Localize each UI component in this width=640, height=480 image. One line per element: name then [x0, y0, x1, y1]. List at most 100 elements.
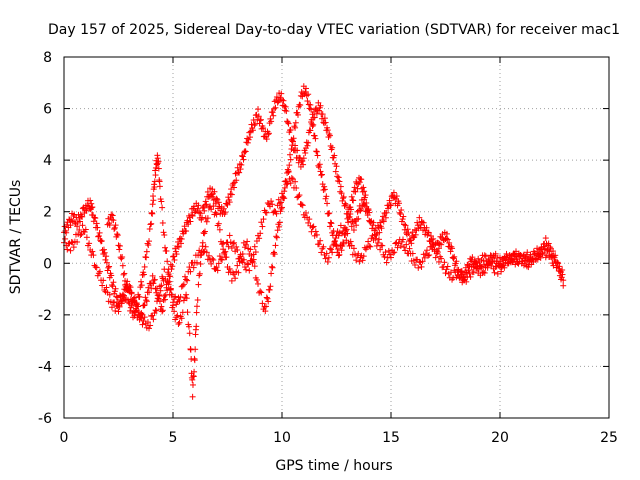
x-tick-label: 15: [382, 430, 400, 446]
data-point-marker: [340, 193, 347, 200]
data-point-marker: [174, 243, 181, 250]
data-point-marker: [276, 200, 283, 207]
data-point-marker: [244, 260, 251, 267]
data-point-marker: [82, 226, 89, 233]
data-point-marker: [94, 224, 101, 231]
data-point-marker: [432, 254, 439, 261]
data-point-marker: [395, 200, 402, 207]
data-point-marker: [356, 179, 363, 186]
data-point-marker: [257, 230, 264, 237]
data-point-marker: [79, 222, 86, 229]
data-point-marker: [158, 303, 165, 310]
data-point-marker: [399, 236, 406, 243]
data-point-marker: [251, 122, 258, 129]
data-point-marker: [273, 233, 280, 240]
data-point-marker: [269, 201, 276, 208]
data-point-marker: [336, 251, 343, 258]
data-point-marker: [100, 277, 107, 284]
data-point-marker: [290, 135, 297, 142]
data-point-marker: [278, 90, 285, 97]
data-point-marker: [321, 183, 328, 190]
data-point-marker: [317, 168, 324, 175]
data-point-marker: [321, 120, 328, 127]
data-point-marker: [324, 258, 331, 265]
data-point-marker: [88, 204, 95, 211]
data-point-marker: [220, 240, 227, 247]
data-point-marker: [383, 209, 390, 216]
data-point-marker: [359, 257, 366, 264]
data-point-marker: [177, 235, 184, 242]
data-point-marker: [416, 258, 423, 265]
data-point-marker: [215, 199, 222, 206]
data-point-marker: [304, 98, 311, 105]
data-point-marker: [481, 269, 488, 276]
data-point-marker: [364, 212, 371, 219]
data-point-marker: [292, 142, 299, 149]
data-point-marker: [173, 251, 180, 258]
data-point-marker: [313, 148, 320, 155]
data-point-marker: [385, 247, 392, 254]
data-point-marker: [274, 227, 281, 234]
data-point-marker: [492, 250, 499, 257]
data-point-marker: [150, 197, 157, 204]
data-point-marker: [119, 253, 126, 260]
data-point-marker: [183, 276, 190, 283]
data-point-marker: [555, 265, 562, 272]
data-point-marker: [267, 283, 274, 290]
data-point-marker: [444, 263, 451, 270]
data-point-marker: [228, 186, 235, 193]
data-point-marker: [340, 195, 347, 202]
data-point-marker: [102, 256, 109, 263]
data-point-marker: [248, 121, 255, 128]
data-point-marker: [287, 126, 294, 133]
data-point-marker: [230, 180, 237, 187]
data-point-marker: [155, 165, 162, 172]
data-point-marker: [388, 202, 394, 209]
data-point-marker: [282, 177, 289, 184]
data-point-marker: [559, 266, 566, 273]
data-point-marker: [184, 309, 191, 316]
data-point-marker: [156, 283, 163, 290]
data-point-marker: [178, 235, 185, 242]
data-point-marker: [203, 218, 210, 225]
data-point-marker: [319, 111, 326, 118]
data-point-marker: [192, 346, 199, 353]
data-point-marker: [276, 223, 283, 230]
data-point-marker: [279, 204, 285, 211]
data-point-marker: [111, 288, 118, 295]
data-point-marker: [420, 219, 427, 226]
data-point-marker: [529, 256, 536, 263]
data-point-marker: [153, 307, 160, 314]
data-point-marker: [425, 252, 432, 259]
data-point-marker: [193, 309, 200, 316]
data-point-marker: [316, 107, 323, 114]
data-point-marker: [419, 227, 426, 234]
data-point-marker: [213, 195, 220, 202]
data-point-marker: [524, 249, 531, 256]
data-point-marker: [149, 272, 156, 279]
data-point-marker: [197, 260, 204, 267]
data-point-marker: [276, 219, 283, 226]
data-point-marker: [118, 300, 125, 307]
data-point-marker: [287, 180, 294, 187]
data-point-marker: [299, 157, 306, 164]
data-point-marker: [465, 261, 472, 268]
data-point-marker: [380, 218, 387, 225]
data-point-marker: [393, 193, 400, 200]
data-point-marker: [193, 259, 200, 266]
data-point-marker: [123, 281, 130, 288]
data-point-marker: [169, 263, 176, 270]
y-tick-label: -4: [38, 359, 52, 375]
data-point-marker: [225, 194, 232, 201]
data-point-marker: [544, 247, 551, 254]
data-point-marker: [365, 238, 372, 245]
data-point-marker: [449, 245, 456, 252]
data-point-marker: [309, 224, 316, 231]
data-point-marker: [367, 218, 374, 225]
data-point-marker: [227, 190, 234, 197]
data-points: [61, 83, 567, 400]
data-point-marker: [335, 174, 342, 181]
data-point-marker: [238, 255, 245, 262]
data-point-marker: [357, 207, 364, 214]
data-point-marker: [308, 116, 315, 123]
